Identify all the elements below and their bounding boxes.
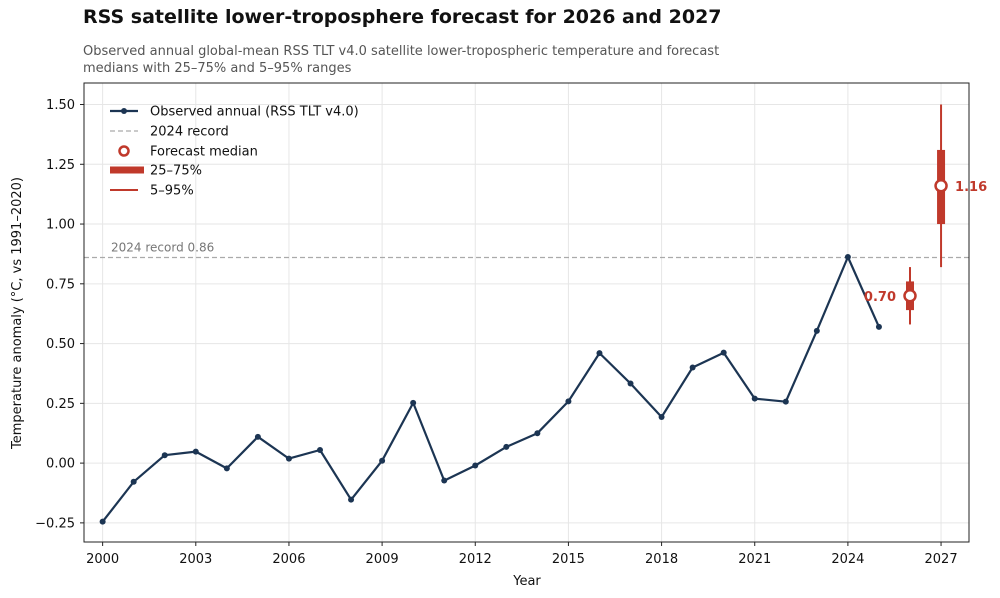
observed-point: [534, 430, 541, 437]
observed-point: [844, 254, 851, 261]
observed-point: [813, 327, 820, 334]
grid-lines: [84, 83, 969, 542]
observed-point: [472, 462, 479, 469]
forecast-median-label: 1.16: [955, 180, 987, 195]
observed-point: [503, 443, 510, 450]
observed-point: [130, 478, 137, 485]
observed-point: [161, 452, 168, 459]
observed-point: [751, 395, 758, 402]
legend-iqr-swatch: [110, 166, 144, 174]
observed-point: [565, 398, 572, 405]
y-axis-label: Temperature anomaly (°C, vs 1991–2020): [10, 177, 25, 450]
x-tick-label: 2000: [86, 552, 119, 567]
legend-iqr-label: 25–75%: [150, 164, 202, 179]
observed-point: [782, 398, 789, 405]
x-tick-label: 2015: [552, 552, 585, 567]
chart-subtitle: Observed annual global-mean RSS TLT v4.0…: [83, 44, 720, 76]
observed-point: [627, 380, 634, 387]
observed-point: [192, 448, 199, 455]
x-axis-label: Year: [512, 574, 541, 589]
x-tick-label: 2009: [366, 552, 399, 567]
observed-point: [596, 350, 603, 357]
x-axis: 2000 2003 2006 2009 2012 2015 2018 2021 2024 2027: [86, 542, 958, 567]
legend-median-swatch: [118, 145, 130, 157]
observed-point: [875, 323, 882, 330]
forecast-group: 0.70 1.16: [864, 104, 993, 325]
x-tick-label: 2003: [179, 552, 212, 567]
y-tick-label: 1.25: [46, 158, 75, 173]
observed-point: [720, 349, 727, 356]
legend-range-label: 5–95%: [150, 184, 194, 199]
observed-point: [99, 518, 106, 525]
observed-point: [658, 413, 665, 420]
x-tick-label: 2006: [272, 552, 305, 567]
x-tick-label: 2021: [738, 552, 771, 567]
forecast-label-background: [952, 175, 993, 196]
observed-point: [223, 465, 230, 472]
observed-point: [285, 455, 292, 462]
forecast-median-marker: [903, 289, 917, 303]
legend-observed-marker: [121, 108, 127, 114]
y-axis: −0.25 0.00 0.25 0.50 0.75 1.00 1.25 1.50: [35, 98, 84, 531]
y-tick-label: 0.25: [46, 397, 75, 412]
observed-point: [410, 399, 417, 406]
observed-point: [441, 477, 448, 484]
x-tick-label: 2024: [831, 552, 864, 567]
observed-point: [254, 433, 261, 440]
legend-observed-label: Observed annual (RSS TLT v4.0): [150, 105, 359, 120]
observed-point: [348, 496, 355, 503]
record-line-group: 2024 record 0.86: [84, 241, 969, 259]
y-tick-label: 0.75: [46, 277, 75, 292]
observed-point: [317, 446, 323, 453]
record-label: 2024 record 0.86: [111, 241, 214, 255]
forecast-median-label: 0.70: [864, 290, 896, 305]
y-tick-label: 1.00: [46, 218, 75, 233]
x-tick-label: 2018: [645, 552, 678, 567]
observed-series: [99, 254, 882, 525]
legend-record-label: 2024 record: [150, 125, 229, 140]
forecast-median-marker: [934, 179, 948, 193]
y-tick-label: 0.00: [46, 457, 75, 472]
chart-title: RSS satellite lower-troposphere forecast…: [83, 6, 722, 28]
y-tick-label: 1.50: [46, 98, 75, 113]
legend: Observed annual (RSS TLT v4.0) 2024 recor…: [110, 105, 359, 199]
x-tick-label: 2012: [459, 552, 492, 567]
plot-frame: [83, 82, 970, 543]
y-tick-label: −0.25: [35, 516, 75, 531]
observed-point: [689, 364, 696, 371]
observed-line: [101, 255, 880, 523]
observed-point: [379, 457, 386, 464]
y-tick-label: 0.50: [46, 337, 75, 352]
legend-median-label: Forecast median: [150, 145, 258, 160]
x-tick-label: 2027: [925, 552, 958, 567]
